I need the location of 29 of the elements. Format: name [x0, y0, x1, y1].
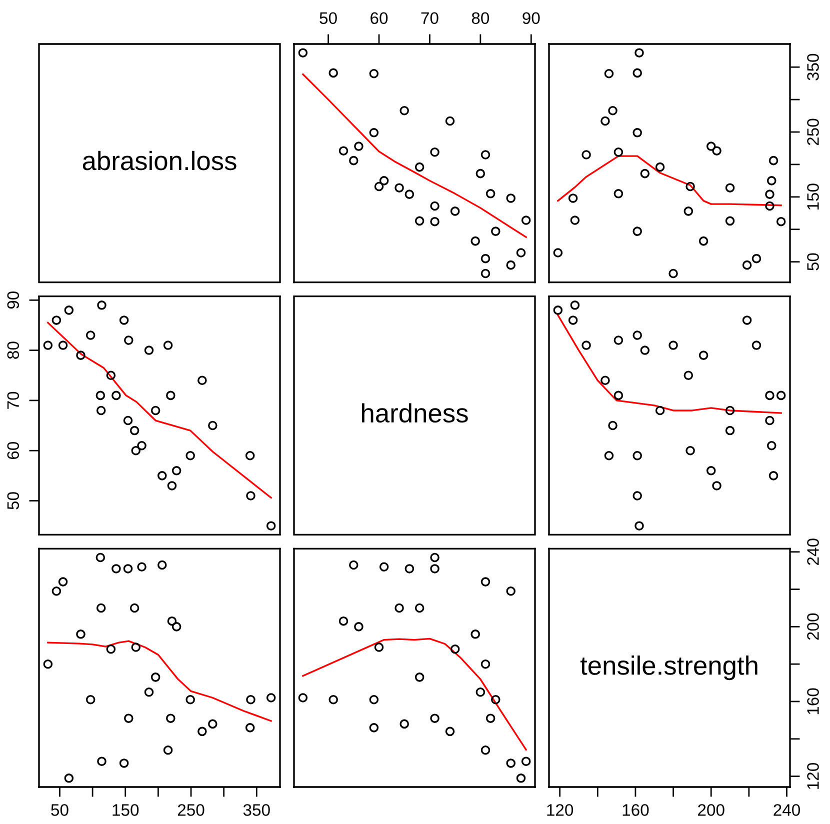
x-tick-label: 120	[547, 804, 574, 816]
text: abrasion.loss	[82, 150, 236, 170]
y-tick-label: 60	[7, 442, 20, 460]
y-tick-label: 80	[7, 342, 20, 359]
x-tick-label: 60	[370, 12, 388, 24]
y-tick-label: 70	[7, 392, 20, 409]
x-tick-label: 50	[51, 804, 68, 816]
y-tick-label: 50	[7, 492, 20, 510]
y-tick-label: 200	[807, 613, 819, 640]
text: hardness	[362, 403, 468, 423]
y-tick-label: 350	[807, 54, 819, 80]
y-tick-label: 240	[807, 538, 819, 565]
x-tick-label: 200	[698, 804, 724, 816]
y-tick-label: 50	[807, 253, 819, 270]
x-tick-label: 150	[112, 804, 139, 816]
x-tick-label: 160	[622, 804, 649, 816]
x-tick-label: 350	[243, 804, 270, 816]
x-tick-label: 250	[178, 804, 204, 816]
y-tick-label: 150	[807, 184, 819, 210]
y-tick-label: 160	[807, 688, 819, 714]
text: tensile.strength	[580, 656, 758, 680]
x-tick-label: 240	[774, 804, 800, 816]
x-tick-label: 80	[472, 12, 490, 24]
x-tick-label: 70	[421, 12, 438, 24]
x-tick-label: 90	[522, 12, 540, 24]
x-tick-label: 50	[320, 12, 337, 24]
y-tick-label: 250	[807, 118, 819, 146]
y-tick-label: 90	[7, 292, 20, 309]
y-tick-label: 120	[807, 763, 819, 789]
